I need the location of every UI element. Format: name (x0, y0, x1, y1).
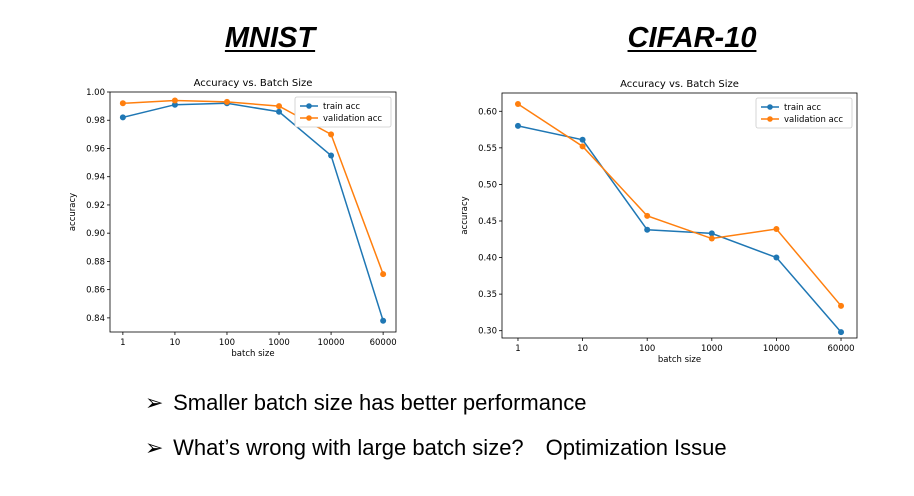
mnist-accuracy-chart: Accuracy vs. Batch Size 0.84 0.86 0.88 0.90 0… (68, 78, 397, 359)
data-point (119, 100, 126, 107)
optimization-issue-label: Optimization Issue (545, 435, 727, 460)
legend-marker (767, 104, 773, 110)
data-point (579, 143, 586, 150)
bullet-point: ➢ Smaller batch size has better performa… (145, 390, 586, 416)
cifar10-heading: CIFAR-10 (627, 22, 757, 54)
y-tick-label: 0.86 (86, 286, 105, 296)
x-tick-label: 60000 (828, 344, 855, 354)
x-tick-label: 1000 (701, 344, 723, 354)
data-point (171, 101, 178, 108)
x-tick-label: 100 (639, 344, 655, 354)
legend-label: train acc (784, 103, 821, 113)
x-tick-label: 1000 (268, 338, 290, 348)
x-tick-label: 1 (120, 338, 125, 348)
series-line (517, 125, 842, 333)
data-point (514, 122, 521, 129)
x-tick-label: 10 (577, 344, 588, 354)
data-point (514, 100, 521, 107)
chart-title: Accuracy vs. Batch Size (194, 78, 313, 89)
data-point (223, 98, 230, 105)
data-point (380, 271, 387, 278)
data-point (773, 254, 780, 261)
legend-label: train acc (323, 102, 360, 112)
x-axis-label: batch size (231, 349, 274, 359)
y-tick-label: 0.40 (478, 254, 497, 264)
data-point (708, 235, 715, 242)
plot-frame (501, 92, 858, 339)
y-tick-label: 1.00 (86, 88, 105, 98)
series-line (122, 99, 384, 275)
series-line (517, 103, 842, 307)
y-tick-label: 0.45 (478, 217, 497, 227)
y-tick-label: 0.90 (86, 229, 105, 239)
y-tick-label: 0.88 (86, 257, 105, 267)
y-tick-label: 0.60 (478, 107, 497, 117)
y-tick-label: 0.94 (86, 173, 105, 183)
legend-box (755, 97, 853, 129)
series-line (122, 102, 384, 321)
data-point (328, 131, 335, 138)
plot-frame (109, 91, 397, 333)
data-point (708, 230, 715, 237)
x-tick-label: 10 (170, 338, 181, 348)
bullet-text: What’s wrong with large batch size? (173, 435, 524, 460)
data-point (380, 317, 387, 324)
legend-label: validation acc (323, 114, 382, 124)
data-point (579, 136, 586, 143)
data-point (276, 108, 283, 115)
bullet-text: Smaller batch size has better performanc… (173, 390, 587, 415)
bullet-point: ➢ What’s wrong with large batch size? Opt… (145, 435, 727, 461)
y-tick-label: 0.84 (86, 314, 105, 324)
x-axis-label: batch size (658, 355, 701, 365)
data-point (838, 302, 845, 309)
y-axis-label: accuracy (68, 193, 78, 231)
x-tick-label: 10000 (318, 338, 345, 348)
y-tick-label: 0.50 (478, 180, 497, 190)
data-point (644, 226, 651, 233)
y-tick-label: 0.98 (86, 116, 105, 126)
data-point (328, 152, 335, 159)
data-point (119, 114, 126, 121)
x-tick-label: 1 (515, 344, 520, 354)
mnist-heading: MNIST (224, 22, 316, 54)
data-point (838, 329, 845, 336)
data-point (773, 226, 780, 233)
x-tick-label: 60000 (370, 338, 397, 348)
y-tick-label: 0.96 (86, 144, 105, 154)
legend-label: validation acc (784, 115, 843, 125)
y-axis-label: accuracy (460, 196, 470, 234)
y-tick-label: 0.35 (478, 290, 497, 300)
chart-title: Accuracy vs. Batch Size (620, 79, 739, 90)
y-tick-label: 0.55 (478, 144, 497, 154)
legend-box (294, 96, 392, 128)
y-tick-label: 0.92 (86, 201, 105, 211)
legend-marker (767, 116, 773, 122)
x-tick-label: 100 (219, 338, 235, 348)
data-point (171, 97, 178, 104)
data-point (644, 212, 651, 219)
legend-marker (306, 103, 312, 109)
legend-marker (306, 115, 312, 121)
data-point (276, 103, 283, 110)
y-tick-label: 0.30 (478, 327, 497, 337)
arrow-bullet-icon: ➢ (145, 390, 164, 415)
cifar10-accuracy-chart: Accuracy vs. Batch Size 0.30 0.35 0.40 0.45 0… (460, 79, 858, 365)
arrow-bullet-icon: ➢ (145, 435, 164, 460)
x-tick-label: 10000 (763, 344, 790, 354)
